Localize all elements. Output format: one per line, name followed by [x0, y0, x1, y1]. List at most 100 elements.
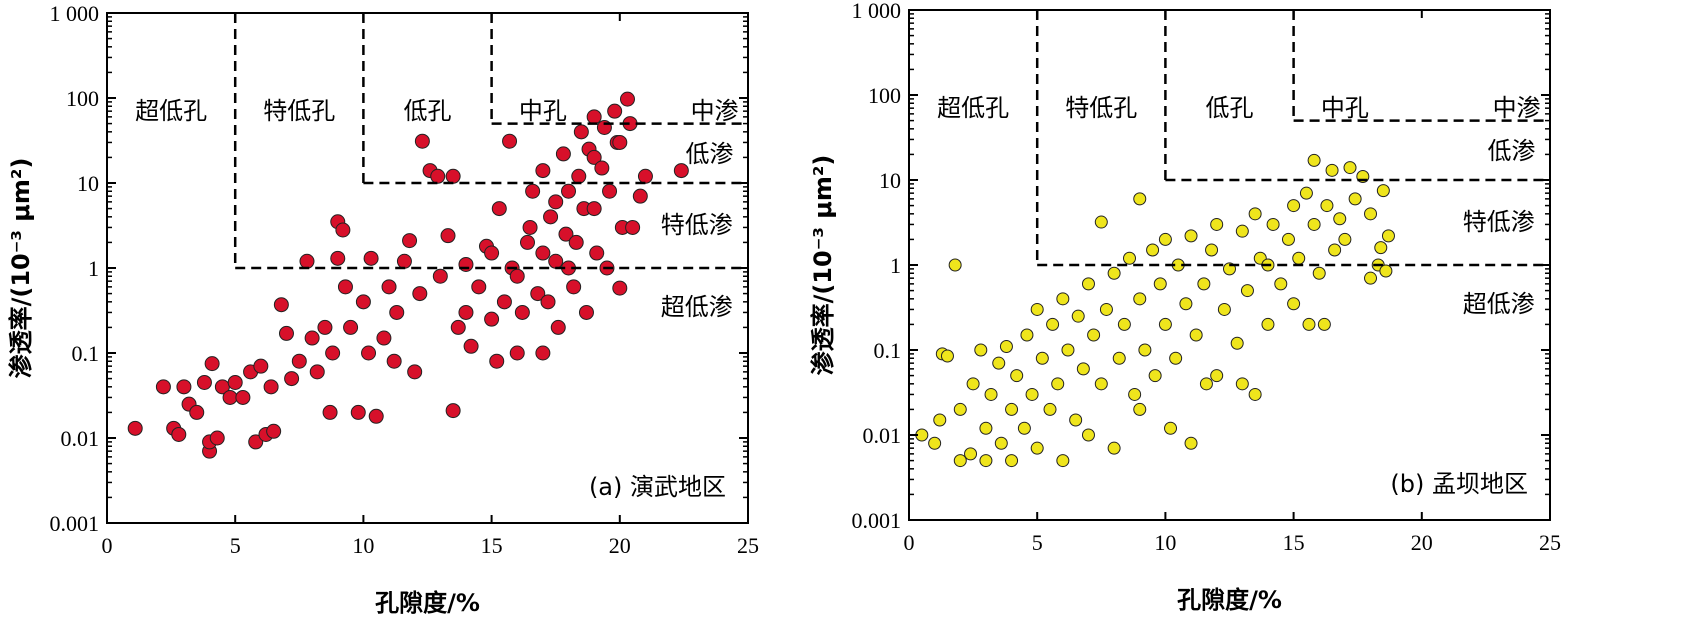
data-point: [637, 168, 653, 184]
data-point: [227, 374, 243, 390]
data-point: [1210, 369, 1224, 383]
porosity-zone-label: 低孔: [404, 97, 452, 125]
data-point: [1364, 207, 1378, 221]
data-point: [1240, 284, 1254, 298]
data-point: [1261, 317, 1275, 331]
x-tick-label: 0: [904, 530, 915, 555]
data-point: [1020, 328, 1034, 342]
data-point: [1379, 264, 1393, 278]
data-point: [209, 430, 225, 446]
data-point: [1107, 441, 1121, 455]
y-tick-label: 1 000: [50, 1, 100, 26]
data-point: [445, 403, 461, 419]
data-point: [381, 279, 397, 295]
data-point: [928, 436, 942, 450]
data-point: [502, 133, 518, 149]
panel-label: (a) 演武地区: [589, 473, 726, 501]
data-point: [602, 183, 618, 199]
data-point: [953, 402, 967, 416]
data-point: [1184, 436, 1198, 450]
data-point: [1364, 271, 1378, 285]
data-point: [291, 353, 307, 369]
data-point: [1307, 153, 1321, 167]
data-point: [1158, 232, 1172, 246]
data-point: [586, 149, 602, 165]
data-point: [1307, 217, 1321, 231]
data-point: [396, 253, 412, 269]
data-point: [330, 250, 346, 266]
data-point: [964, 447, 978, 461]
data-point: [1081, 277, 1095, 291]
y-tick-label: 0.01: [863, 423, 902, 448]
data-point: [1094, 377, 1108, 391]
data-point: [1281, 232, 1295, 246]
data-point: [933, 413, 947, 427]
data-point: [355, 294, 371, 310]
permeability-zone-label: 特低渗: [661, 211, 733, 239]
data-point: [284, 371, 300, 387]
data-point: [266, 423, 282, 439]
data-point: [571, 168, 587, 184]
x-tick-label: 5: [230, 533, 241, 558]
data-point: [484, 311, 500, 327]
data-point: [566, 279, 582, 295]
data-point: [253, 358, 269, 374]
y-axis-label: 渗透率/(10⁻³ μm²): [809, 155, 837, 376]
permeability-zone-label: 特低渗: [1463, 208, 1535, 236]
data-point: [1133, 192, 1147, 206]
data-point: [445, 168, 461, 184]
data-point: [999, 339, 1013, 353]
data-point: [948, 258, 962, 272]
data-point: [1005, 402, 1019, 416]
data-point: [1117, 317, 1131, 331]
data-point: [984, 387, 998, 401]
data-point: [1035, 351, 1049, 365]
data-point: [1317, 317, 1331, 331]
panel-b: 0 5 10 15 20 251 0001001010.10.010.001超低孔 特低孔低…: [809, 0, 1561, 614]
data-point: [412, 286, 428, 302]
data-point: [1123, 251, 1137, 265]
data-point: [361, 345, 377, 361]
data-point: [1320, 199, 1334, 213]
y-tick-label: 100: [868, 83, 901, 108]
x-tick-label: 25: [737, 533, 759, 558]
data-point: [522, 219, 538, 235]
permeability-zone-label: 超低渗: [661, 293, 733, 321]
data-point: [317, 319, 333, 335]
data-point: [548, 194, 564, 210]
data-point: [1266, 217, 1280, 231]
data-point: [1138, 343, 1152, 357]
x-axis-label: 孔隙度/%: [1177, 586, 1282, 614]
data-point: [489, 353, 505, 369]
data-point: [1179, 297, 1193, 311]
data-point: [992, 356, 1006, 370]
y-tick-label: 10: [879, 168, 901, 193]
data-point: [1087, 328, 1101, 342]
data-point: [1169, 351, 1183, 365]
data-point: [248, 434, 264, 450]
data-point: [1274, 277, 1288, 291]
data-point: [673, 163, 689, 179]
y-tick-label: 0.001: [852, 508, 902, 533]
data-point: [1164, 421, 1178, 435]
data-point: [496, 294, 512, 310]
y-tick-label: 1: [890, 253, 901, 278]
data-point: [196, 374, 212, 390]
data-point: [1235, 224, 1249, 238]
data-point: [594, 160, 610, 176]
data-point: [1030, 302, 1044, 316]
y-tick-label: 0.001: [50, 511, 100, 536]
data-point: [350, 404, 366, 420]
data-point: [1312, 266, 1326, 280]
data-point: [1112, 351, 1126, 365]
data-point: [430, 168, 446, 184]
x-tick-label: 15: [1283, 530, 1305, 555]
data-point: [1107, 266, 1121, 280]
data-point: [309, 364, 325, 380]
data-point: [155, 379, 171, 395]
data-point: [440, 228, 456, 244]
data-point: [607, 103, 623, 119]
data-point: [1071, 309, 1085, 323]
data-point: [1030, 441, 1044, 455]
